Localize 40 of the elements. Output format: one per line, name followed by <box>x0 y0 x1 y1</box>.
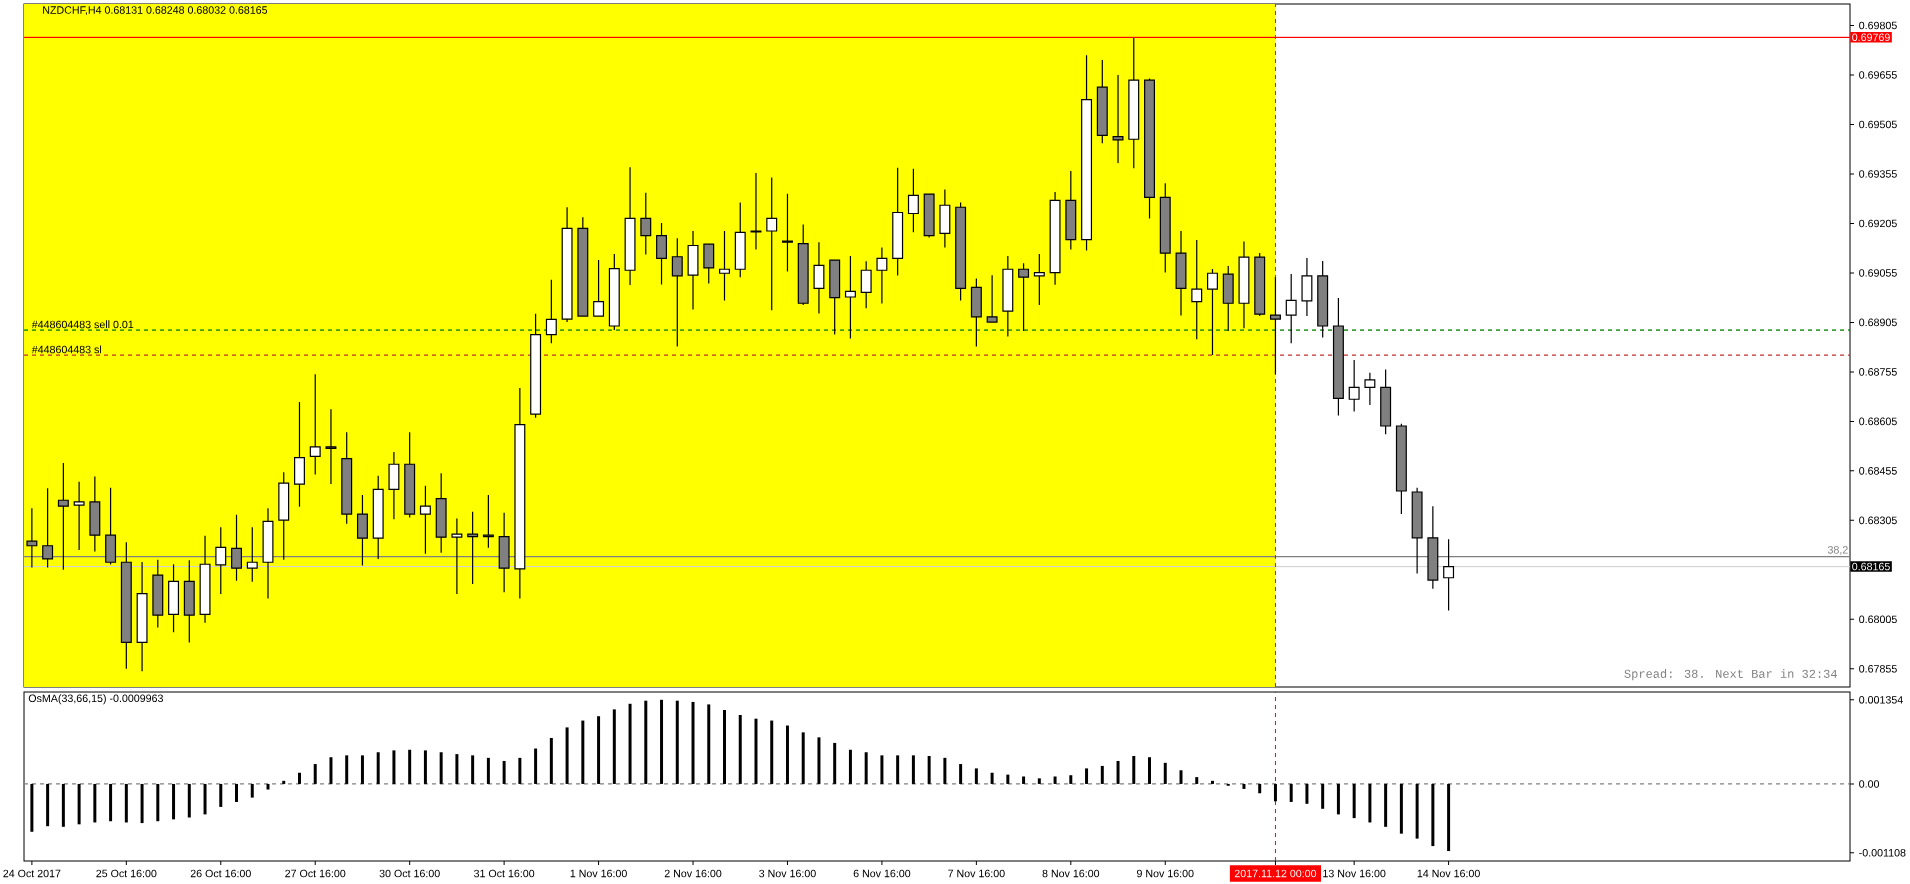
ref-line-label: #448604483 sell 0.01 <box>31 320 134 329</box>
y-tick-label: 0.69205 <box>1859 219 1897 228</box>
x-tick-label: 24 Oct 2017 <box>3 869 61 878</box>
y-tick-label: -0.001108 <box>1859 849 1906 857</box>
ref-line-label: #448604483 sl <box>31 345 102 354</box>
annotation: Spread: 38. Next Bar in 32:34 <box>1624 669 1837 681</box>
y-tick-label: 0.001354 <box>1859 696 1903 704</box>
chart-title: NZDCHF,H4 0.68131 0.68248 0.68032 0.68165 <box>43 6 268 16</box>
ref-line-label: 0.69769 <box>1852 33 1890 42</box>
x-tick-label: 8 Nov 16:00 <box>1042 869 1100 878</box>
y-tick-label: 0.69655 <box>1859 71 1897 79</box>
y-tick-label: 0.00 <box>1859 780 1880 788</box>
x-tick-label: 25 Oct 16:00 <box>96 869 157 878</box>
y-tick-label: 0.68455 <box>1859 467 1897 475</box>
y-tick-label: 0.68005 <box>1859 615 1897 624</box>
x-tick-label: 2 Nov 16:00 <box>664 869 722 878</box>
y-tick-label: 0.68905 <box>1859 318 1897 327</box>
x-tick-label: 3 Nov 16:00 <box>759 869 816 878</box>
x-tick-label: 1 Nov 16:00 <box>570 869 627 878</box>
y-tick-label: 0.68305 <box>1859 516 1897 525</box>
ref-line-label: 0.68165 <box>1852 562 1890 571</box>
y-tick-label: 0.68605 <box>1859 417 1897 426</box>
annotation: 38,2 <box>1827 546 1848 555</box>
x-tick-label: 14 Nov 16:00 <box>1417 869 1480 878</box>
x-tick-label: 13 Nov 16:00 <box>1323 869 1386 878</box>
x-tick-label: 6 Nov 16:00 <box>853 869 911 878</box>
x-tick-label: 31 Oct 16:00 <box>473 869 535 878</box>
x-tick-label: 27 Oct 16:00 <box>285 869 346 878</box>
chart-title: OsMA(33,66,15) -0.0009963 <box>28 694 163 705</box>
x-tick-label: 30 Oct 16:00 <box>379 869 440 878</box>
x-tick-label: 7 Nov 16:00 <box>948 869 1005 878</box>
y-tick-label: 0.69355 <box>1859 170 1897 178</box>
y-tick-label: 0.67855 <box>1859 665 1897 673</box>
y-tick-label: 0.68755 <box>1859 368 1897 376</box>
x-tick-label: 26 Oct 16:00 <box>190 869 251 878</box>
y-tick-label: 0.69805 <box>1859 21 1897 30</box>
x-tick-label: 9 Nov 16:00 <box>1137 869 1194 878</box>
x-tick-label: 2017.11.12 00:00 <box>1234 869 1317 878</box>
y-tick-label: 0.69505 <box>1859 120 1897 129</box>
y-tick-label: 0.69055 <box>1859 269 1897 277</box>
